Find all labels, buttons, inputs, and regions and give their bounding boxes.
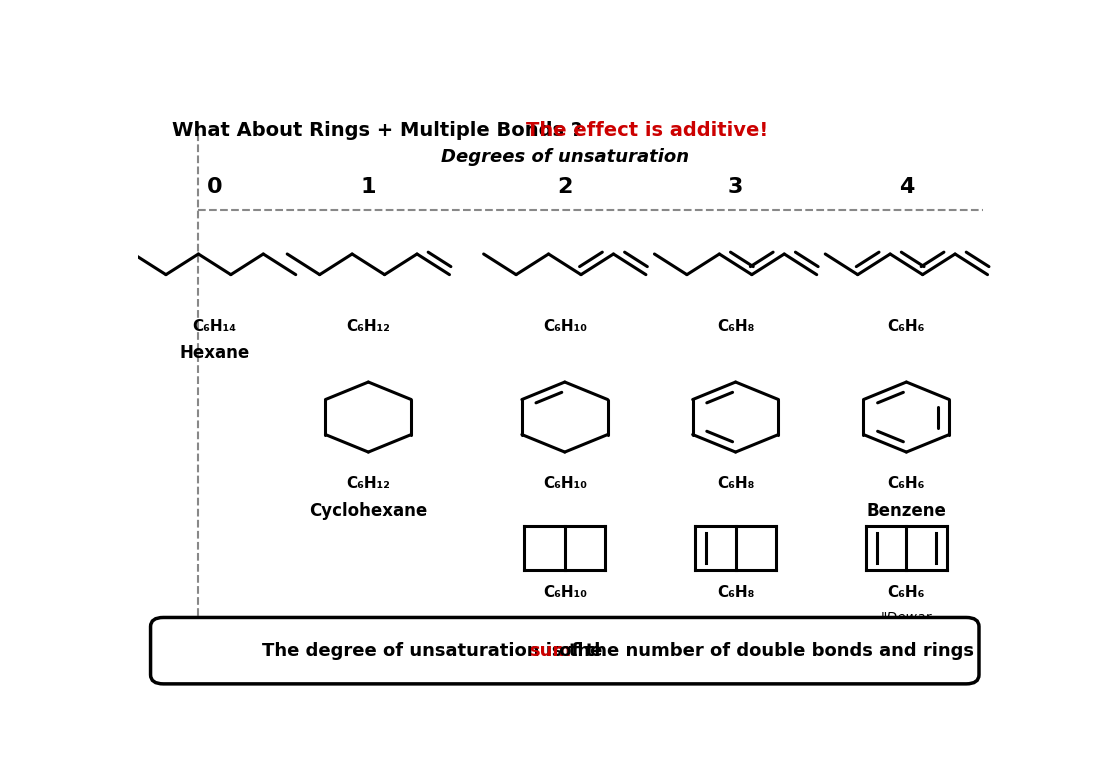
Text: 0: 0 [207, 177, 223, 198]
Text: C₆H₈: C₆H₈ [717, 476, 754, 492]
Text: C₆H₆: C₆H₆ [888, 586, 925, 601]
FancyBboxPatch shape [151, 618, 979, 684]
Text: C₆H₁₄: C₆H₁₄ [193, 318, 237, 334]
Text: 4: 4 [899, 177, 914, 198]
Text: Degrees of unsaturation: Degrees of unsaturation [441, 148, 689, 166]
Text: What About Rings + Multiple Bonds ?: What About Rings + Multiple Bonds ? [172, 122, 582, 140]
Text: Hexane: Hexane [180, 344, 250, 362]
Text: The effect is additive!: The effect is additive! [527, 122, 768, 140]
Text: C₆H₁₀: C₆H₁₀ [543, 476, 586, 492]
Text: C₆H₆: C₆H₆ [888, 318, 925, 334]
Text: 1: 1 [360, 177, 376, 198]
Text: C₆H₁₀: C₆H₁₀ [543, 586, 586, 601]
Text: sum: sum [529, 641, 572, 659]
Text: of the number of double bonds and rings: of the number of double bonds and rings [553, 641, 974, 659]
Text: C₆H₁₂: C₆H₁₂ [346, 318, 390, 334]
Text: C₆H₁₂: C₆H₁₂ [346, 476, 390, 492]
Text: The degree of unsaturation is the: The degree of unsaturation is the [262, 641, 609, 659]
Text: Benzene: Benzene [866, 502, 947, 520]
Text: C₆H₁₀: C₆H₁₀ [543, 318, 586, 334]
Text: C₆H₆: C₆H₆ [888, 476, 925, 492]
Text: C₆H₈: C₆H₈ [717, 586, 754, 601]
Text: 3: 3 [728, 177, 743, 198]
Text: "Dewar
benzene": "Dewar benzene" [874, 611, 939, 641]
Text: 2: 2 [558, 177, 572, 198]
Text: Cyclohexane: Cyclohexane [310, 502, 428, 520]
Text: C₆H₈: C₆H₈ [717, 318, 754, 334]
